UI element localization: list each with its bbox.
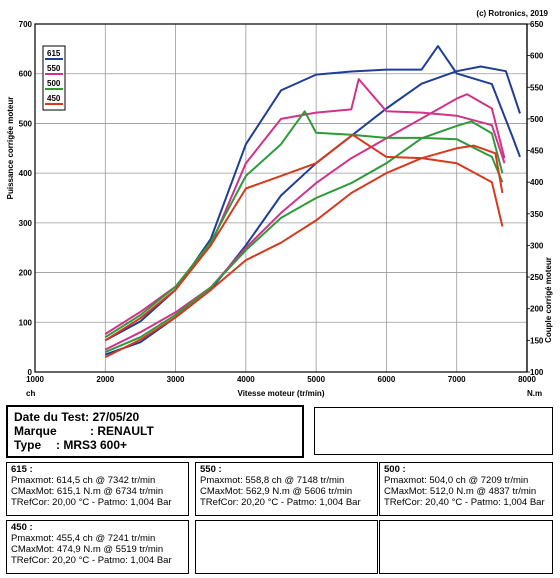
y-left-tick-label: 100	[19, 318, 33, 327]
result-tref: TRefCor: 20,20 °C - Patmo: 1,004 Bar	[200, 497, 361, 508]
axis-ticks: 1000 2000 3000 4000 5000 6000 7000 8000 0 100 200 3…	[19, 20, 544, 384]
legend: 615 550 500 450	[42, 45, 66, 111]
y-left-axis-label: Puissance corrigée moteur	[6, 97, 15, 200]
result-cmax: CMaxMot: 615,1 N.m @ 6734 tr/min	[11, 486, 164, 497]
result-pmax: Pmaxmot: 614,5 ch @ 7342 tr/min	[11, 475, 156, 486]
result-cmax: CMaxMot: 512,0 N.m @ 4837 tr/min	[384, 486, 537, 497]
y-left-tick-label: 500	[19, 119, 33, 128]
grid	[34, 23, 528, 373]
x-tick-label: 7000	[448, 375, 466, 384]
result-pmax: Pmaxmot: 455,4 ch @ 7241 tr/min	[11, 533, 156, 544]
series-lines	[104, 45, 521, 358]
power-line-450	[104, 144, 504, 358]
x-tick-label: 5000	[307, 375, 325, 384]
empty-panel-top	[314, 407, 553, 455]
type-label: Type	[14, 438, 42, 452]
y-right-tick-label: 200	[530, 305, 544, 314]
result-header: 615 :	[11, 464, 33, 475]
test-date-line: Date du Test: 27/05/20	[14, 410, 296, 424]
x-tick-label: 3000	[167, 375, 185, 384]
result-header: 550 :	[200, 464, 222, 475]
result-pmax: Pmaxmot: 558,8 ch @ 7148 tr/min	[200, 475, 345, 486]
y-left-tick-label: 0	[28, 368, 33, 377]
torque-line-500	[104, 110, 504, 339]
y-right-tick-label: 600	[530, 52, 544, 61]
date-value: 27/05/20	[92, 410, 140, 424]
y-left-tick-label: 300	[19, 219, 33, 228]
legend-label-615: 615	[47, 49, 61, 58]
legend-label-550: 550	[47, 64, 61, 73]
legend-label-500: 500	[47, 79, 61, 88]
y-right-tick-label: 350	[530, 210, 544, 219]
y-right-tick-label: 650	[530, 20, 544, 29]
x-axis-label: Vitesse moteur (tr/min)	[238, 389, 325, 398]
x-tick-label: 6000	[378, 375, 396, 384]
x-tick-label: 2000	[96, 375, 114, 384]
result-box-550: 550 : Pmaxmot: 558,8 ch @ 7148 tr/min CM…	[195, 462, 378, 516]
y-right-axis-label: Couple corrigé moteur	[544, 257, 553, 343]
result-header: 500 :	[384, 464, 406, 475]
x-unit-left: ch	[26, 389, 35, 398]
result-box-500: 500 : Pmaxmot: 504,0 ch @ 7209 tr/min CM…	[379, 462, 553, 516]
result-box-450: 450 : Pmaxmot: 455,4 ch @ 7241 tr/min CM…	[6, 520, 189, 574]
power-line-550	[104, 93, 506, 351]
plot-area	[34, 23, 528, 373]
result-box-615: 615 : Pmaxmot: 614,5 ch @ 7342 tr/min CM…	[6, 462, 189, 516]
test-type-line: Type : MRS3 600+	[14, 438, 296, 452]
brand-label: Marque	[14, 424, 57, 438]
y-left-tick-label: 200	[19, 269, 33, 278]
empty-result-box	[379, 520, 553, 574]
y-right-tick-label: 250	[530, 273, 544, 282]
result-header: 450 :	[11, 522, 33, 533]
result-cmax: CMaxMot: 562,9 N.m @ 5606 tr/min	[200, 486, 353, 497]
y-right-tick-label: 100	[530, 368, 544, 377]
power-line-500	[104, 120, 504, 354]
empty-result-box	[195, 520, 378, 574]
x-tick-label: 8000	[518, 375, 536, 384]
power-line-615	[104, 65, 521, 356]
y-right-tick-label: 550	[530, 83, 544, 92]
type-value: : MRS3 600+	[56, 438, 128, 452]
y-right-tick-label: 150	[530, 336, 544, 345]
y-left-tick-label: 400	[19, 169, 33, 178]
y-left-tick-label: 700	[19, 20, 33, 29]
x-unit-right: N.m	[527, 389, 542, 398]
result-tref: TRefCor: 20,40 °C - Patmo: 1,004 Bar	[384, 497, 545, 508]
y-right-tick-label: 500	[530, 115, 544, 124]
dyno-chart: (c) Rotronics, 2019 1000 2000 3000 4000 5000…	[6, 9, 553, 398]
y-right-tick-label: 400	[530, 178, 544, 187]
y-right-tick-label: 450	[530, 147, 544, 156]
legend-box	[42, 45, 66, 111]
test-info-box: Date du Test: 27/05/20 Marque : RENAULT T…	[6, 405, 304, 458]
legend-label-450: 450	[47, 94, 61, 103]
date-label: Date du Test:	[14, 410, 90, 424]
x-tick-label: 1000	[26, 375, 44, 384]
torque-line-450	[104, 133, 504, 342]
result-tref: TRefCor: 20,20 °C - Patmo: 1,004 Bar	[11, 555, 172, 566]
test-brand-line: Marque : RENAULT	[14, 424, 296, 438]
result-cmax: CMaxMot: 474,9 N.m @ 5519 tr/min	[11, 544, 164, 555]
x-tick-label: 4000	[237, 375, 255, 384]
y-right-tick-label: 300	[530, 241, 544, 250]
result-tref: TRefCor: 20,00 °C - Patmo: 1,004 Bar	[11, 497, 172, 508]
y-left-tick-label: 600	[19, 70, 33, 79]
brand-value: : RENAULT	[90, 424, 154, 438]
copyright-text: (c) Rotronics, 2019	[476, 9, 548, 18]
result-pmax: Pmaxmot: 504,0 ch @ 7209 tr/min	[384, 475, 529, 486]
